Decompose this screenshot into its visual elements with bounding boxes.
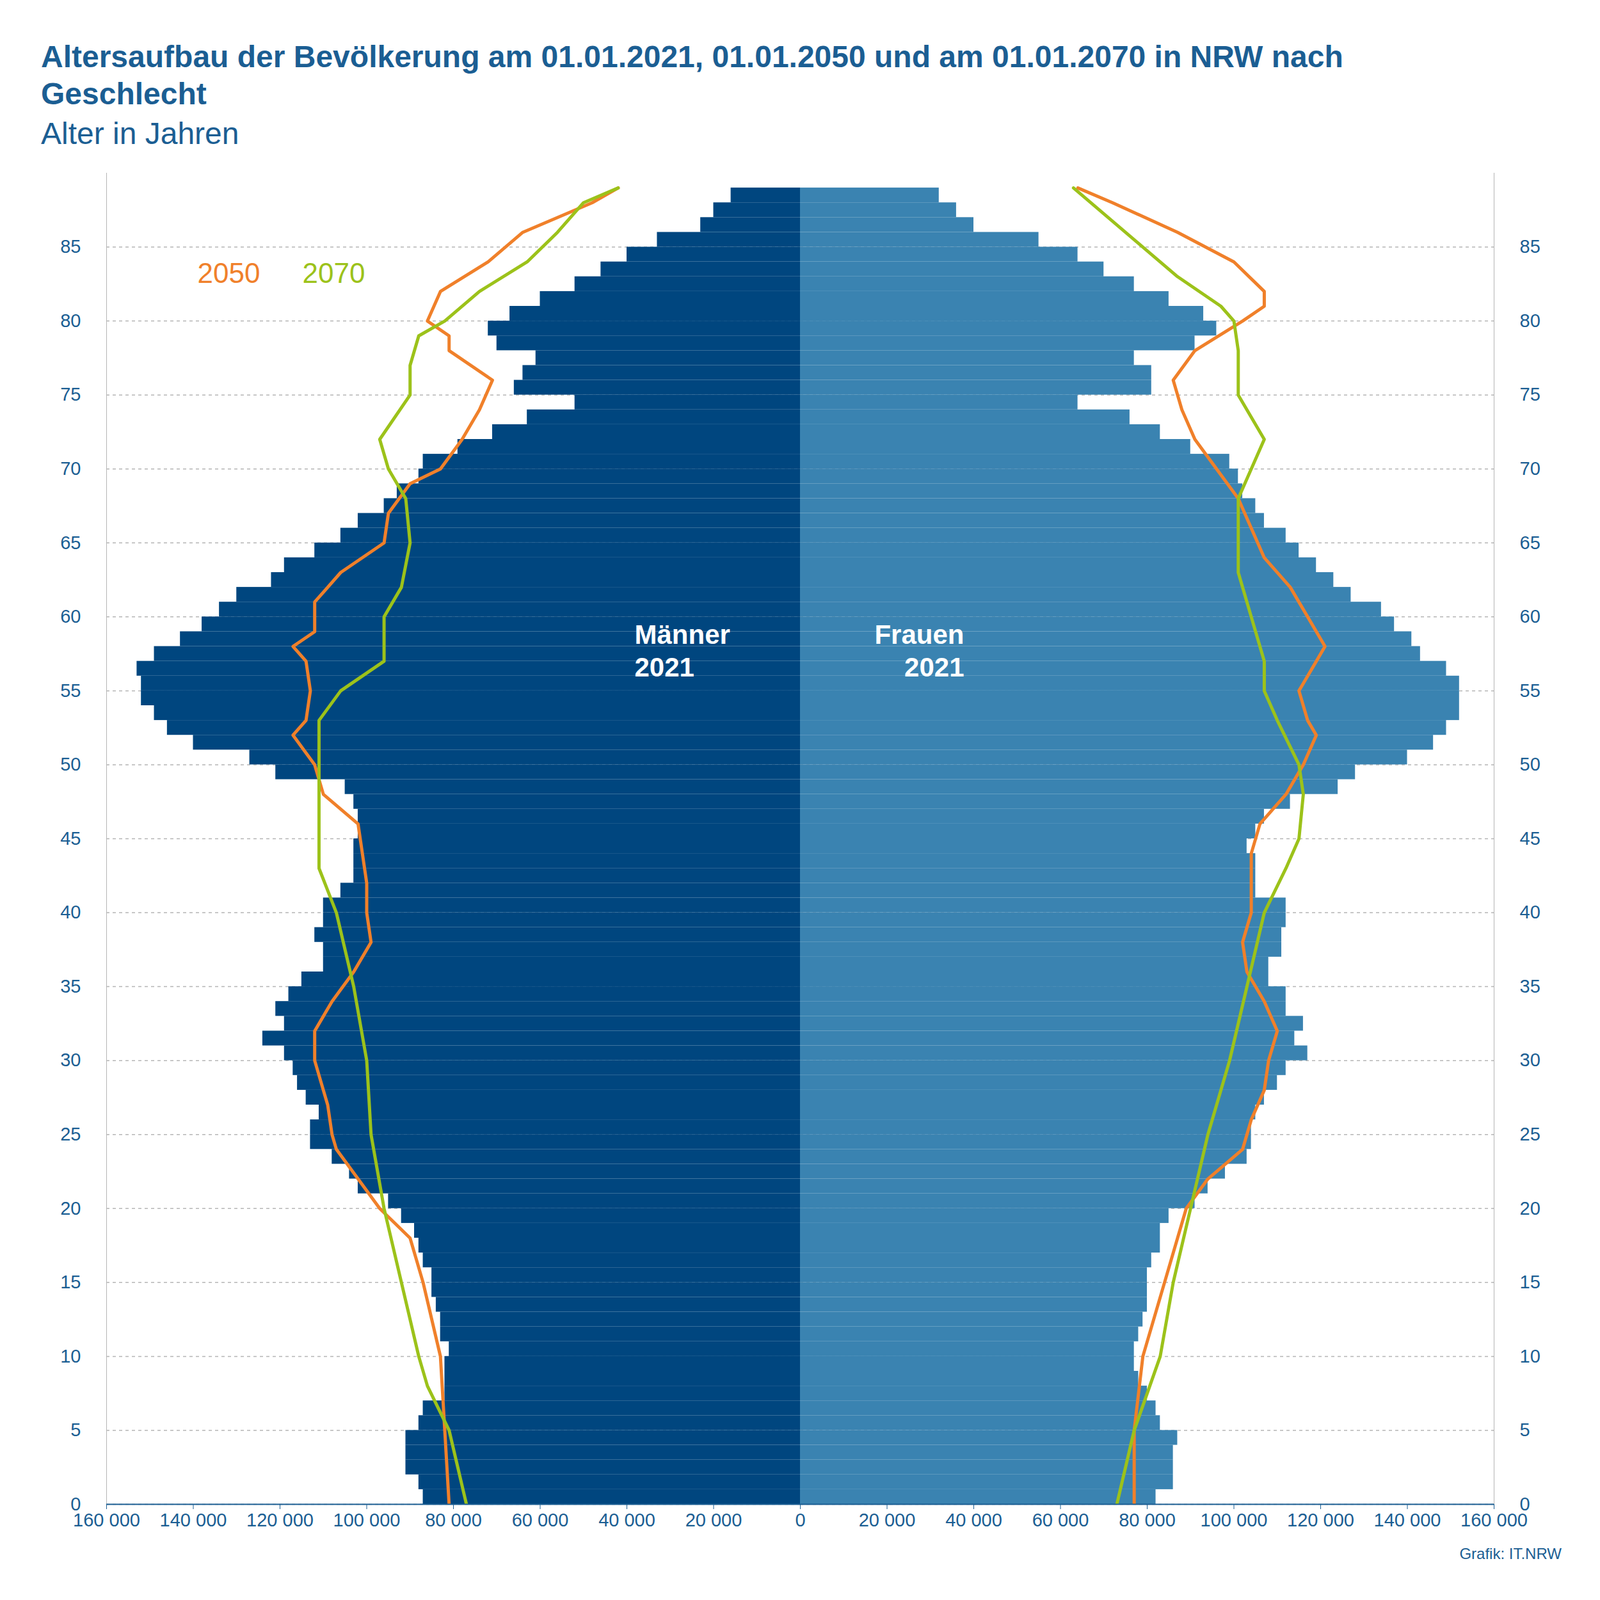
svg-text:30: 30 [1520,1049,1541,1071]
svg-text:5: 5 [70,1419,81,1440]
svg-text:Frauen2021: Frauen2021 [874,619,964,682]
svg-text:70: 70 [1520,458,1541,479]
svg-text:40 000: 40 000 [598,1509,656,1531]
svg-text:20 000: 20 000 [858,1509,916,1531]
svg-text:45: 45 [1520,828,1541,849]
svg-text:140 000: 140 000 [160,1509,228,1531]
svg-text:65: 65 [1520,532,1541,553]
svg-text:60 000: 60 000 [1032,1509,1090,1531]
svg-text:60: 60 [1520,606,1541,627]
svg-text:35: 35 [60,976,81,997]
svg-text:25: 25 [60,1123,81,1145]
svg-text:2070: 2070 [302,257,366,289]
svg-text:45: 45 [60,828,81,849]
svg-text:80 000: 80 000 [1118,1509,1176,1531]
svg-text:55: 55 [60,680,81,701]
svg-text:15: 15 [60,1271,81,1293]
svg-text:0: 0 [794,1509,806,1531]
svg-text:160 000: 160 000 [1460,1509,1528,1531]
svg-text:0: 0 [70,1493,81,1515]
html-text:Alter in Jahren: Alter in Jahren [40,116,240,151]
svg-text:50: 50 [1520,753,1541,775]
svg-text:85: 85 [1520,236,1541,257]
svg-text:65: 65 [60,532,81,553]
svg-text:25: 25 [1520,1123,1541,1145]
svg-text:120 000: 120 000 [246,1509,314,1531]
svg-text:100 000: 100 000 [1200,1509,1268,1531]
svg-text:35: 35 [1520,976,1541,997]
svg-text:15: 15 [1520,1271,1541,1293]
svg-text:10: 10 [60,1345,81,1367]
svg-text:50: 50 [60,753,81,775]
html-text:Grafik: IT.NRW: Grafik: IT.NRW [1459,1544,1562,1563]
svg-text:2050: 2050 [197,257,261,289]
svg-text:140 000: 140 000 [1374,1509,1442,1531]
svg-text:80: 80 [1520,310,1541,331]
svg-text:80: 80 [60,310,81,331]
svg-text:75: 75 [60,384,81,405]
svg-text:10: 10 [1520,1345,1541,1367]
svg-text:75: 75 [1520,384,1541,405]
svg-text:160 000: 160 000 [72,1509,141,1531]
html-text:Altersaufbau der Bevölkerung a: Altersaufbau der Bevölkerung am 01.01.20… [40,39,1344,111]
svg-text:120 000: 120 000 [1287,1509,1355,1531]
svg-text:40: 40 [60,901,81,923]
svg-text:80 000: 80 000 [424,1509,482,1531]
svg-text:40: 40 [1520,901,1541,923]
svg-text:55: 55 [1520,680,1541,701]
svg-text:5: 5 [1520,1419,1531,1440]
svg-text:20 000: 20 000 [685,1509,743,1531]
svg-text:70: 70 [60,458,81,479]
svg-text:20: 20 [1520,1198,1541,1219]
svg-text:60: 60 [60,606,81,627]
svg-text:Männer2021: Männer2021 [634,619,731,682]
svg-text:40 000: 40 000 [945,1509,1003,1531]
svg-text:20: 20 [60,1198,81,1219]
svg-text:100 000: 100 000 [333,1509,401,1531]
svg-text:60 000: 60 000 [512,1509,569,1531]
svg-text:0: 0 [1520,1493,1531,1515]
svg-text:30: 30 [60,1049,81,1071]
svg-text:85: 85 [60,236,81,257]
